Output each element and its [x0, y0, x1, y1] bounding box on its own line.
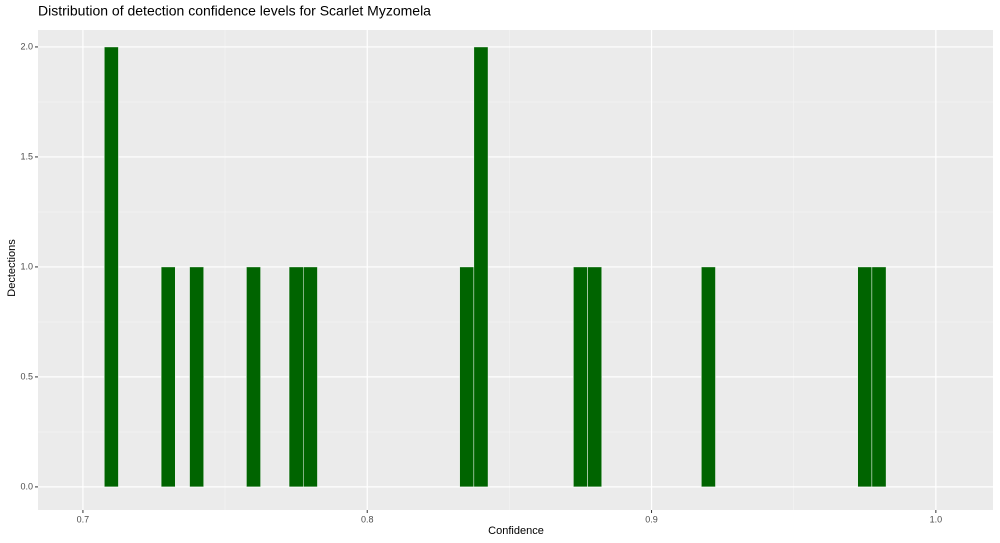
x-tick-label: 1.0: [930, 514, 943, 524]
bar: [288, 266, 304, 488]
y-tick-label: 0.0: [20, 481, 33, 491]
y-tick-label: 1.0: [20, 261, 33, 271]
y-tick-label: 2.0: [20, 41, 33, 51]
bar: [189, 266, 205, 488]
bar: [103, 46, 119, 488]
x-tick-label: 0.7: [77, 514, 90, 524]
y-axis-title: Dectections: [6, 239, 18, 297]
x-axis-title: Confidence: [488, 525, 544, 537]
bar: [587, 266, 603, 488]
bar: [473, 46, 489, 488]
bar: [573, 266, 588, 488]
bar: [303, 266, 318, 488]
y-tick-label: 1.5: [20, 151, 33, 161]
bar: [459, 266, 475, 488]
bar: [701, 266, 716, 488]
chart-title: Distribution of detection confidence lev…: [38, 3, 431, 19]
bar: [246, 266, 261, 488]
x-tick-label: 0.8: [361, 514, 374, 524]
y-tick-label: 0.5: [20, 371, 33, 381]
bar: [160, 266, 176, 488]
x-tick-label: 0.9: [645, 514, 658, 524]
bar: [857, 266, 873, 488]
bar: [871, 266, 887, 488]
